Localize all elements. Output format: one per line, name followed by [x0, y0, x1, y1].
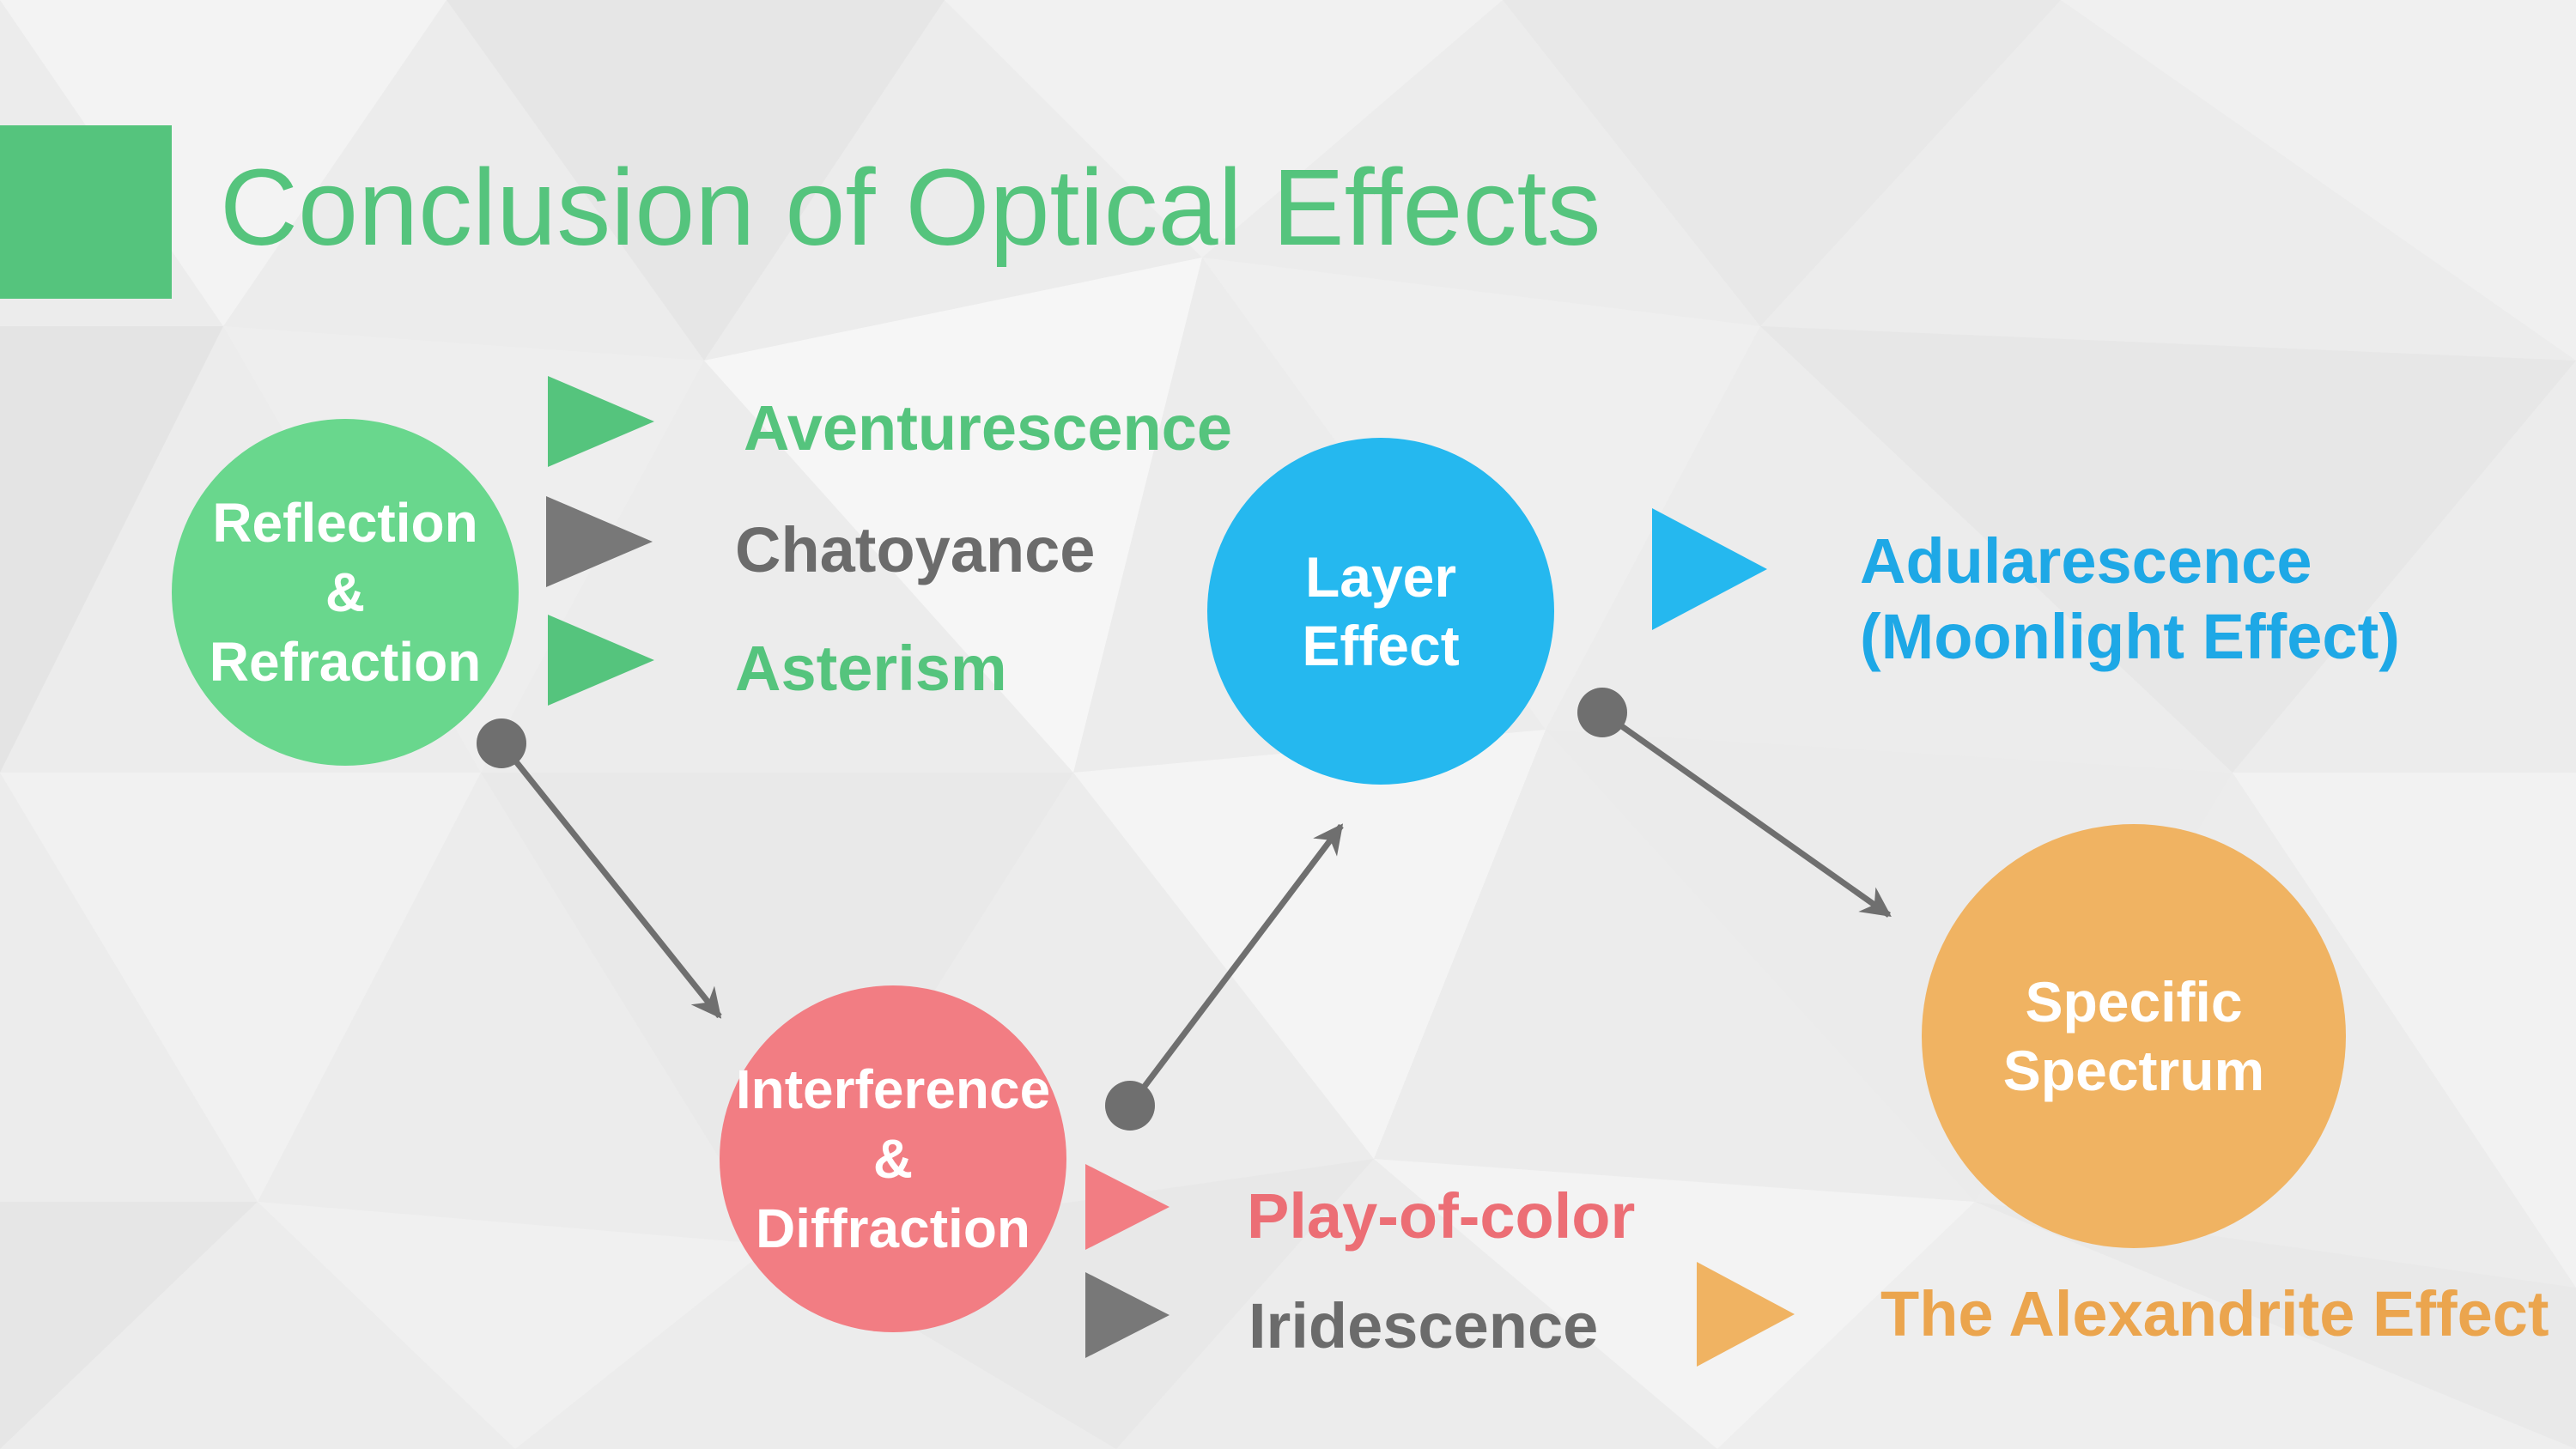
node-label: Reflection & Refraction [209, 491, 482, 693]
triangle-play-icon [546, 496, 653, 587]
effect-adularescence: Adularescence (Moonlight Effect) [1860, 525, 2400, 672]
node-interference-diffraction: Interference & Diffraction [720, 985, 1066, 1332]
effect-chatoyance: Chatoyance [735, 514, 1096, 585]
effect-aventurescence: Aventurescence [744, 392, 1232, 464]
page-title: Conclusion of Optical Effects [220, 147, 1601, 268]
node-layer-effect: Layer Effect [1207, 438, 1554, 785]
effect-iridescence: Iridescence [1249, 1290, 1599, 1361]
triangle-play-icon [1085, 1272, 1170, 1358]
triangle-play-icon [1085, 1164, 1170, 1250]
triangle-play-icon [1652, 508, 1767, 630]
triangle-play-icon [1697, 1262, 1795, 1367]
triangle-play-icon [548, 376, 654, 467]
node-specific-spectrum: Specific Spectrum [1922, 824, 2346, 1248]
title-accent-bar [0, 125, 172, 299]
effect-asterism: Asterism [735, 633, 1007, 704]
triangle-play-icon [548, 615, 654, 706]
node-label: Interference & Diffraction [735, 1058, 1051, 1259]
node-label: Specific Spectrum [2002, 970, 2265, 1102]
node-label: Layer Effect [1302, 545, 1460, 677]
effect-play-of-color: Play-of-color [1247, 1180, 1636, 1252]
node-reflection-refraction: Reflection & Refraction [172, 419, 519, 766]
effect-alexandrite: The Alexandrite Effect [1880, 1278, 2549, 1349]
